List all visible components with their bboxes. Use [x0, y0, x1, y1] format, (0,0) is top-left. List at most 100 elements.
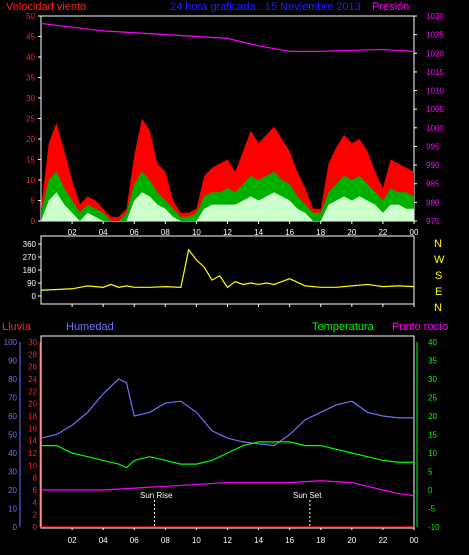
y-right-tick-label: 975: [426, 217, 440, 226]
chart-marks: 02 04 06 08 10 12 14 16 18 20 22 000510152025303540…: [4, 12, 445, 545]
direction-panel-frame: [40, 235, 415, 305]
y-right-tick-label: 1000: [426, 124, 444, 133]
temperature-label: Temperatura: [312, 321, 375, 333]
x-tick-label: 00: [410, 228, 419, 237]
pressure-label: Presión: [372, 1, 409, 13]
y-left-tick-label: 10: [26, 176, 35, 185]
rain-tick-label: 28: [28, 350, 37, 359]
x-tick-label: 14: [254, 228, 263, 237]
x-tick-label: 12: [223, 228, 232, 237]
chart-title: 24 hora graficada : 15 Noviembre 2013: [170, 1, 361, 13]
y-right-tick-label: 985: [426, 180, 440, 189]
humidity-tick-label: 90: [8, 357, 17, 366]
y-right-tick-label: 1025: [426, 31, 444, 40]
rain-tick-label: 0: [33, 523, 38, 532]
humidity-tick-label: 50: [8, 431, 17, 440]
humidity-tick-label: 20: [8, 486, 17, 495]
temperature-tick-label: 35: [428, 357, 437, 366]
dir-y-tick-label: 180: [23, 266, 37, 275]
climate-x-tick-label: 16: [285, 536, 294, 545]
climate-x-tick-label: 18: [316, 536, 325, 545]
temperature-line: [41, 441, 414, 469]
rain-tick-label: 16: [28, 424, 37, 433]
rain-tick-label: 30: [28, 338, 37, 347]
pressure-line: [40, 22, 415, 53]
dir-y-tick-label: 90: [27, 279, 36, 288]
temperature-tick-label: -5: [428, 505, 436, 514]
y-right-tick-label: 995: [426, 142, 440, 151]
humidity-tick-label: 0: [13, 523, 18, 532]
rain-label: Lluvia: [2, 321, 32, 333]
climate-x-tick-label: 02: [68, 536, 77, 545]
climate-x-tick-label: 06: [130, 536, 139, 545]
temperature-tick-label: 25: [428, 394, 437, 403]
y-left-tick-label: 20: [26, 135, 35, 144]
temperature-tick-label: 20: [428, 412, 437, 421]
y-left-tick-label: 50: [26, 12, 35, 21]
climate-x-tick-label: 22: [378, 536, 387, 545]
humidity-tick-label: 60: [8, 412, 17, 421]
y-right-tick-label: 980: [426, 198, 440, 207]
climate-panel-frame: [40, 335, 415, 529]
y-left-tick-label: 45: [26, 33, 35, 42]
temperature-tick-label: 30: [428, 375, 437, 384]
x-tick-label: 22: [378, 228, 387, 237]
climate-x-tick-label: 04: [99, 536, 108, 545]
y-right-tick-label: 990: [426, 161, 440, 170]
humidity-line: [40, 378, 414, 447]
x-tick-label: 04: [99, 228, 108, 237]
rain-tick-label: 4: [33, 498, 38, 507]
x-tick-label: 16: [285, 228, 294, 237]
rain-tick-label: 24: [28, 375, 37, 384]
y-right-tick-label: 1005: [426, 105, 444, 114]
min-area: [41, 192, 414, 221]
y-right-tick-label: 1020: [426, 49, 444, 58]
climate-x-tick-label: 12: [223, 536, 232, 545]
humidity-tick-label: 100: [4, 338, 18, 347]
x-tick-label: 20: [347, 228, 356, 237]
humidity-tick-label: 30: [8, 468, 17, 477]
temperature-tick-label: 15: [428, 431, 437, 440]
rain-tick-label: 12: [28, 449, 37, 458]
x-tick-label: 10: [192, 228, 201, 237]
compass-w: W: [434, 254, 445, 266]
humidity-tick-label: 80: [8, 375, 17, 384]
dewpoint-line: [41, 480, 415, 497]
climate-x-tick-label: 20: [347, 536, 356, 545]
rain-tick-label: 8: [33, 474, 38, 483]
temperature-tick-label: 40: [428, 338, 437, 347]
x-tick-label: 02: [68, 228, 77, 237]
x-tick-label: 06: [130, 228, 139, 237]
y-right-tick-label: 1030: [426, 12, 444, 21]
sunset-label: Sun Set: [293, 491, 322, 500]
rain-tick-label: 22: [28, 387, 37, 396]
climate-x-tick-label: 14: [254, 536, 263, 545]
x-tick-label: 18: [316, 228, 325, 237]
compass-s: S: [435, 270, 442, 282]
temperature-tick-label: 10: [428, 449, 437, 458]
compass-n-bottom: N: [434, 302, 442, 314]
rain-tick-label: 14: [28, 437, 37, 446]
humidity-tick-label: 40: [8, 449, 17, 458]
compass-e: E: [435, 286, 442, 298]
humidity-tick-label: 10: [8, 505, 17, 514]
direction-line: [40, 248, 415, 291]
rain-tick-label: 20: [28, 400, 37, 409]
y-left-tick-label: 40: [26, 53, 35, 62]
climate-x-tick-label: 00: [410, 536, 419, 545]
dewpoint-label: Punto rocío: [392, 321, 448, 333]
y-left-tick-label: 25: [26, 115, 35, 124]
y-left-tick-label: 30: [26, 94, 35, 103]
y-left-tick-label: 0: [31, 217, 36, 226]
humidity-label: Humedad: [66, 321, 114, 333]
dir-y-tick-label: 0: [32, 292, 37, 301]
rain-tick-label: 6: [33, 486, 38, 495]
y-left-tick-label: 5: [31, 197, 36, 206]
wind-speed-label: Velocidad viento: [6, 1, 86, 13]
y-right-tick-label: 1015: [426, 68, 444, 77]
temperature-tick-label: 0: [428, 486, 433, 495]
temperature-tick-label: 5: [428, 468, 433, 477]
climate-x-tick-label: 10: [192, 536, 201, 545]
temperature-tick-label: -10: [428, 523, 440, 532]
